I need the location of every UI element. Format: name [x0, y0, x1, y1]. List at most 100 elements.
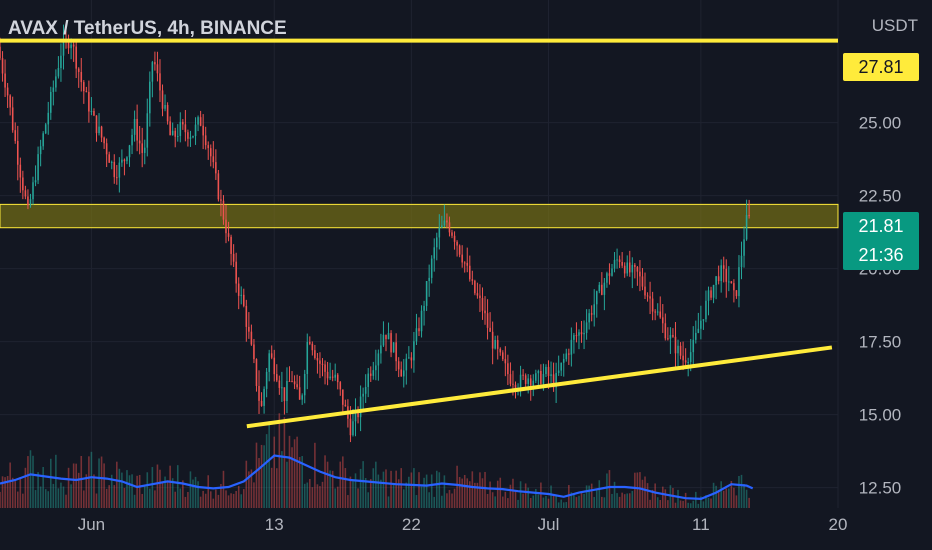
bar-countdown: 21:36 [858, 245, 904, 265]
volume-bar [83, 490, 85, 508]
candle-body [595, 291, 598, 305]
volume-bar [547, 498, 550, 508]
volume-bar [215, 489, 217, 508]
candle-body [316, 358, 319, 361]
candle-body [50, 91, 52, 113]
candle-body [232, 253, 235, 262]
candle-body [535, 373, 537, 381]
candle-body [138, 140, 141, 144]
volume-bar [37, 472, 39, 508]
candle-body [169, 121, 171, 136]
volume-bar [105, 488, 108, 508]
volume-bar [354, 473, 357, 508]
volume-bar [654, 483, 656, 508]
volume-ma-line [0, 454, 754, 501]
candle-body [654, 311, 656, 313]
candle-body [461, 254, 463, 263]
candle-body [664, 323, 667, 339]
candle-body [75, 46, 77, 69]
candle-body [215, 162, 217, 174]
volume-bar [664, 489, 667, 508]
volume-bar [60, 482, 62, 508]
candle-body [164, 105, 166, 109]
volume-bar [329, 470, 331, 508]
volume-bar [601, 496, 603, 508]
candle-body [19, 164, 22, 178]
candle-body [217, 173, 220, 200]
volume-bar [430, 474, 433, 508]
volume-bar [456, 465, 458, 508]
volume-bar [509, 484, 512, 508]
candle-body [435, 237, 438, 248]
candle-body [85, 91, 88, 93]
candle-body [32, 182, 34, 200]
candle-body [568, 353, 570, 355]
candle-body [4, 73, 6, 88]
candle-body [273, 357, 276, 375]
volume-bar [222, 470, 225, 508]
candle-body [405, 358, 408, 371]
candle-body [220, 199, 222, 201]
volume-bar [179, 488, 182, 508]
candle-body [423, 305, 425, 311]
candle-body [562, 359, 565, 363]
volume-bar [593, 496, 596, 508]
volume-bar [735, 495, 738, 508]
candle-body [209, 148, 212, 157]
volume-bar [377, 474, 380, 508]
volume-bar [235, 490, 237, 508]
candle-body [679, 345, 682, 356]
volume-bar [433, 496, 436, 508]
volume-bar [743, 483, 745, 508]
volume-bar [489, 481, 491, 508]
volume-bar [225, 490, 227, 508]
candle-body [367, 373, 369, 387]
volume-bar [507, 498, 509, 508]
candle-body [176, 135, 179, 137]
candle-body [697, 328, 700, 333]
volume-bar [578, 495, 580, 508]
volume-bar [420, 486, 423, 508]
volume-bar [628, 493, 631, 508]
candle-body [481, 298, 484, 311]
candle-body [522, 374, 524, 376]
volume-bar [268, 421, 270, 508]
candle-body [103, 137, 105, 144]
candle-body [72, 44, 75, 47]
volume-bar [519, 481, 522, 508]
candle-body [143, 147, 146, 153]
candle-body [161, 90, 164, 109]
volume-bar [204, 493, 207, 508]
candle-body [491, 331, 494, 349]
volume-bar [52, 483, 55, 508]
candle-body [39, 146, 42, 155]
candle-body [301, 395, 303, 400]
candle-body [225, 219, 227, 234]
candle-body [108, 154, 110, 163]
volume-bar [585, 485, 588, 508]
candle-body [740, 255, 743, 268]
candle-body [222, 200, 225, 220]
candle-body [278, 380, 281, 388]
candle-body [88, 91, 90, 112]
volume-bar [733, 487, 735, 508]
candle-body [545, 366, 547, 375]
volume-bar [1, 476, 4, 508]
candle-body [314, 350, 316, 359]
candle-body [192, 136, 194, 138]
volume-bar [644, 476, 646, 508]
candle-body [29, 199, 32, 206]
candle-body [199, 117, 202, 126]
candle-body [443, 220, 446, 226]
volume-bar [176, 465, 179, 508]
candle-body [489, 327, 491, 332]
volume-bar [380, 479, 382, 508]
volume-bar [499, 477, 502, 508]
candle-body [362, 393, 364, 397]
volume-bar [9, 462, 11, 508]
volume-bar [316, 484, 319, 508]
volume-bar [141, 493, 143, 508]
candle-body [126, 157, 128, 162]
